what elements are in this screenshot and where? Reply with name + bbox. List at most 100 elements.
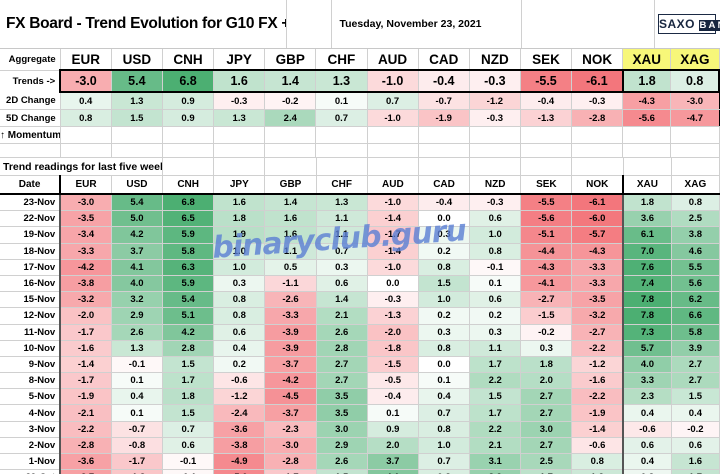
trend-cell: -4.3 (571, 243, 624, 260)
trend-cell: 2.3 (622, 388, 672, 406)
trend-col-header-nok: NOK (571, 175, 625, 195)
trend-cell: -0.8 (111, 437, 164, 455)
trend-cell: -4.2 (264, 372, 317, 390)
trend-cell: 1.0 (213, 243, 266, 260)
trend-cell: 1.3 (316, 194, 368, 212)
trend-cell: -3.8 (213, 437, 266, 455)
spacer-cell (0, 143, 61, 158)
trend-cell: -1.8 (367, 340, 419, 357)
trend-cell: 3.9 (671, 340, 720, 357)
trend-cell: 1.1 (264, 243, 317, 260)
aggregate-table: Aggregate EUR USD CNH JPY GBP CHF AUD CAD NZD SEK N… (0, 49, 720, 158)
trend-cell: -1.9 (60, 388, 112, 406)
trend-cell: 1.1 (316, 226, 368, 244)
trend-cell: 6.3 (162, 259, 215, 276)
trend-cell: 2.7 (316, 356, 368, 374)
aggregate-cell: -4.3 (622, 92, 672, 110)
trend-cell: 0.1 (111, 404, 164, 422)
aggregate-cell: -3.0 (59, 69, 112, 93)
trend-cell: 1.7 (162, 372, 215, 390)
trend-cell: 1.2 (571, 469, 624, 474)
trend-cell: 0.1 (111, 372, 164, 390)
spacer-cell (571, 143, 624, 158)
trend-cell: 4.2 (162, 324, 215, 341)
trend-cell: -2.2 (60, 421, 112, 438)
trend-cell: 6.6 (671, 307, 720, 325)
trend-cell: 1.8 (162, 388, 215, 406)
aggregate-cell: 0.9 (162, 109, 215, 127)
table-row: 11-Nov -1.7 2.6 4.2 0.6 -3.9 2.6 -2.0 0.3 0.3 -0.2… (0, 324, 720, 341)
trend-cell: 3.2 (469, 469, 522, 474)
trend-cell: 0.1 (469, 275, 522, 293)
table-row: 18-Nov -3.3 3.7 5.8 1.0 1.1 0.7 -1.4 0.2 0.8 -4.4-… (0, 243, 720, 260)
aggregate-cell: 0.1 (315, 92, 368, 110)
trend-col-header-cad: CAD (418, 175, 471, 195)
trend-cell: -0.2 (671, 421, 720, 438)
row-date: 11-Nov (0, 324, 62, 341)
currency-header-sek: SEK (520, 49, 573, 71)
trend-cell: 0.3 (520, 340, 573, 357)
trend-cell: 2.6 (316, 453, 368, 471)
title-gap-cell (286, 0, 332, 49)
trend-cell: -3.5 (60, 210, 112, 228)
aggregate-cell: -1.0 (367, 69, 419, 93)
row-label: 2D Change (0, 92, 61, 110)
trend-cell: -2.2 (571, 388, 624, 406)
row-label: 5D Change (0, 109, 61, 127)
trend-cell: 0.6 (622, 437, 672, 455)
spacer-row (0, 143, 720, 158)
momentum-cell (367, 126, 419, 144)
trend-cell: 0.0 (418, 356, 471, 374)
table-row: 10-Nov -1.6 1.3 2.8 0.4 -3.9 2.8 -1.8 0.8 1.1 0.3-… (0, 340, 720, 357)
trend-cell: -1.5 (520, 307, 573, 325)
trend-cell: 0.5 (264, 259, 317, 276)
trend-cell: 5.4 (162, 291, 215, 309)
section-title-filler (671, 158, 720, 176)
trend-cell: 0.8 (418, 421, 471, 438)
trend-cell: 0.8 (213, 291, 266, 309)
currency-header-chf: CHF (315, 49, 368, 71)
trends-row: Trends -> -3.0 5.4 6.8 1.6 1.4 1.3 -1.0 -0.4 -0.3… (0, 69, 720, 93)
trend-cell: 2.7 (671, 356, 720, 374)
aggregate-cell: -5.5 (520, 69, 573, 93)
currency-header-eur: EUR (60, 49, 112, 71)
trend-cell: 1.1 (316, 210, 368, 228)
aggregate-cell: 1.3 (111, 92, 163, 110)
trend-cell: 2.5 (671, 210, 720, 228)
trend-cell: 3.6 (622, 210, 672, 228)
trend-cell: -3.7 (264, 404, 317, 422)
trend-cell: 0.2 (418, 243, 471, 260)
trend-cell: 1.4 (316, 291, 368, 309)
trend-cell: 1.7 (520, 469, 573, 474)
trend-cell: -4.3 (520, 259, 573, 276)
trend-cell: 0.4 (622, 404, 672, 422)
trend-cell: 0.1 (418, 372, 471, 390)
aggregate-cell: -5.6 (622, 109, 672, 127)
trend-cell: -4.5 (264, 388, 317, 406)
currency-header-jpy: JPY (213, 49, 266, 71)
row-date: 18-Nov (0, 243, 62, 260)
trend-cell: 0.7 (162, 421, 215, 438)
trend-cell: -5.0 (213, 469, 266, 474)
trend-cell: -3.7 (264, 356, 317, 374)
trend-cell: 0.7 (316, 243, 368, 260)
trend-cell: 0.7 (418, 453, 471, 471)
momentum-cell (670, 126, 720, 144)
trend-cell: 2.0 (520, 372, 573, 390)
title-band: FX Board - Trend Evolution for G10 FX + … (0, 0, 720, 49)
trend-cell: -1.7 (367, 226, 419, 244)
trend-cell: 6.8 (162, 194, 215, 212)
trend-col-header-nzd: NZD (469, 175, 522, 195)
trend-cell: 1.6 (264, 226, 317, 244)
row-date: 4-Nov (0, 404, 62, 422)
aggregate-cell: -1.9 (418, 109, 470, 127)
section-title-filler (162, 158, 215, 176)
spacer-cell (60, 143, 112, 158)
section-title: Trend readings for last five weeks (0, 158, 164, 176)
aggregate-cell: 0.7 (367, 92, 419, 110)
aggregate-cell: -0.3 (469, 109, 521, 127)
section-title-filler (367, 158, 419, 176)
trend-cell: 3.0 (316, 421, 368, 438)
trend-cell: 0.4 (418, 388, 471, 406)
trend-cell: 2.7 (316, 372, 368, 390)
